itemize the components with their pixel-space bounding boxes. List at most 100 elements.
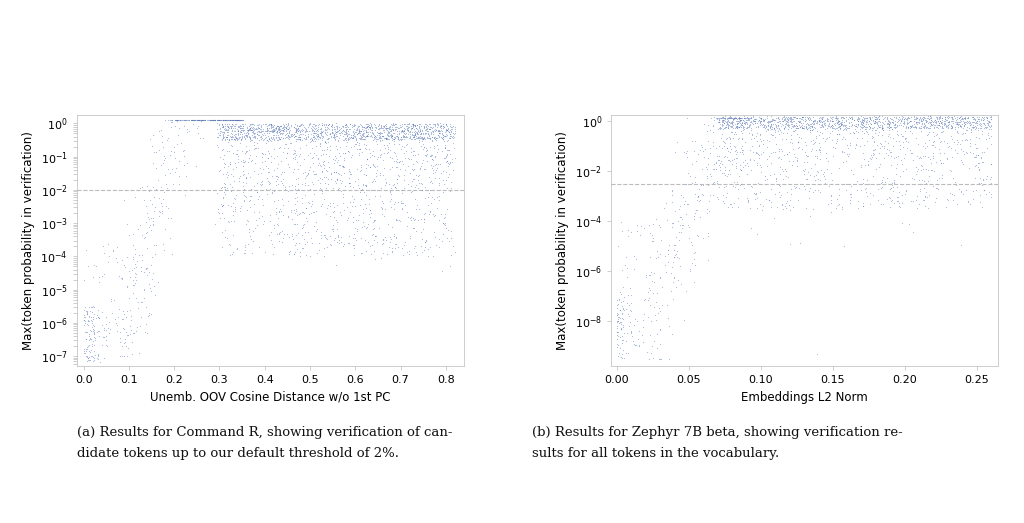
Point xyxy=(172,116,188,124)
Point xyxy=(361,128,378,136)
Point xyxy=(409,120,425,129)
Point xyxy=(641,221,657,229)
Point xyxy=(133,298,150,306)
Point xyxy=(949,121,966,129)
Point xyxy=(946,112,963,121)
Point xyxy=(312,139,329,147)
Point xyxy=(339,147,355,155)
Point xyxy=(378,124,394,132)
Point xyxy=(310,155,327,164)
Point xyxy=(858,137,874,145)
Point xyxy=(795,113,811,121)
Point xyxy=(814,113,830,121)
Point xyxy=(216,189,232,198)
Point xyxy=(218,116,234,124)
Point xyxy=(780,118,797,127)
Point xyxy=(820,115,837,123)
Point xyxy=(345,134,361,142)
Point xyxy=(245,120,261,128)
Point xyxy=(406,124,422,133)
Point xyxy=(374,204,390,212)
Point xyxy=(922,115,938,123)
Point xyxy=(288,175,304,183)
Point xyxy=(269,173,286,181)
Point xyxy=(151,278,167,287)
Point xyxy=(624,306,640,315)
Point xyxy=(264,127,281,135)
Point xyxy=(785,127,802,135)
Point xyxy=(428,164,444,173)
Point xyxy=(862,113,879,121)
Point xyxy=(214,193,230,201)
Point xyxy=(80,354,96,362)
Point xyxy=(274,124,291,132)
Point xyxy=(257,127,273,135)
Point xyxy=(745,119,762,128)
Point xyxy=(305,180,322,188)
Point xyxy=(693,181,710,190)
Point xyxy=(234,132,251,141)
Point xyxy=(242,124,258,133)
Point xyxy=(922,123,938,132)
Point xyxy=(962,148,978,156)
Point xyxy=(357,132,374,141)
Point xyxy=(713,157,729,166)
Point xyxy=(347,177,364,186)
Point xyxy=(180,127,197,135)
Point xyxy=(811,119,827,128)
Point xyxy=(437,144,454,153)
Point xyxy=(319,201,336,209)
Point xyxy=(813,123,829,131)
Point xyxy=(289,211,305,219)
Point xyxy=(286,149,302,157)
Point xyxy=(421,125,437,133)
Point xyxy=(293,121,309,130)
Point xyxy=(225,198,242,207)
Point xyxy=(437,128,454,136)
Point xyxy=(608,303,625,312)
Point xyxy=(226,116,243,124)
Point xyxy=(748,122,764,131)
Point xyxy=(322,199,338,207)
Point xyxy=(403,165,420,173)
Point xyxy=(725,118,741,127)
Point xyxy=(858,176,874,185)
Point xyxy=(980,119,996,128)
Point xyxy=(860,157,877,165)
Point xyxy=(613,332,630,340)
Point xyxy=(416,210,432,218)
Point xyxy=(785,117,802,125)
Point xyxy=(867,126,884,134)
Point xyxy=(778,197,795,206)
Point xyxy=(615,321,632,329)
Point xyxy=(821,113,838,121)
Point xyxy=(895,143,911,151)
Point xyxy=(438,204,455,213)
Point xyxy=(380,129,396,137)
Point xyxy=(227,116,244,124)
Point xyxy=(884,115,900,123)
Point xyxy=(924,120,940,129)
Point xyxy=(763,197,779,206)
Point xyxy=(864,151,881,159)
Point xyxy=(254,131,270,140)
Point xyxy=(359,123,376,131)
Point xyxy=(183,116,200,124)
Point xyxy=(631,342,647,350)
Point xyxy=(650,309,667,317)
Point xyxy=(96,333,113,341)
Point xyxy=(676,147,692,156)
Point xyxy=(623,284,639,292)
Point xyxy=(976,115,992,123)
Point xyxy=(730,118,746,127)
Point xyxy=(268,208,285,217)
Point xyxy=(746,189,763,198)
Point xyxy=(871,115,888,123)
Point xyxy=(258,127,274,135)
Point xyxy=(389,123,406,132)
Point xyxy=(399,222,416,230)
Point xyxy=(317,138,334,146)
Point xyxy=(714,117,730,126)
Point xyxy=(292,121,308,130)
Point xyxy=(136,233,153,241)
